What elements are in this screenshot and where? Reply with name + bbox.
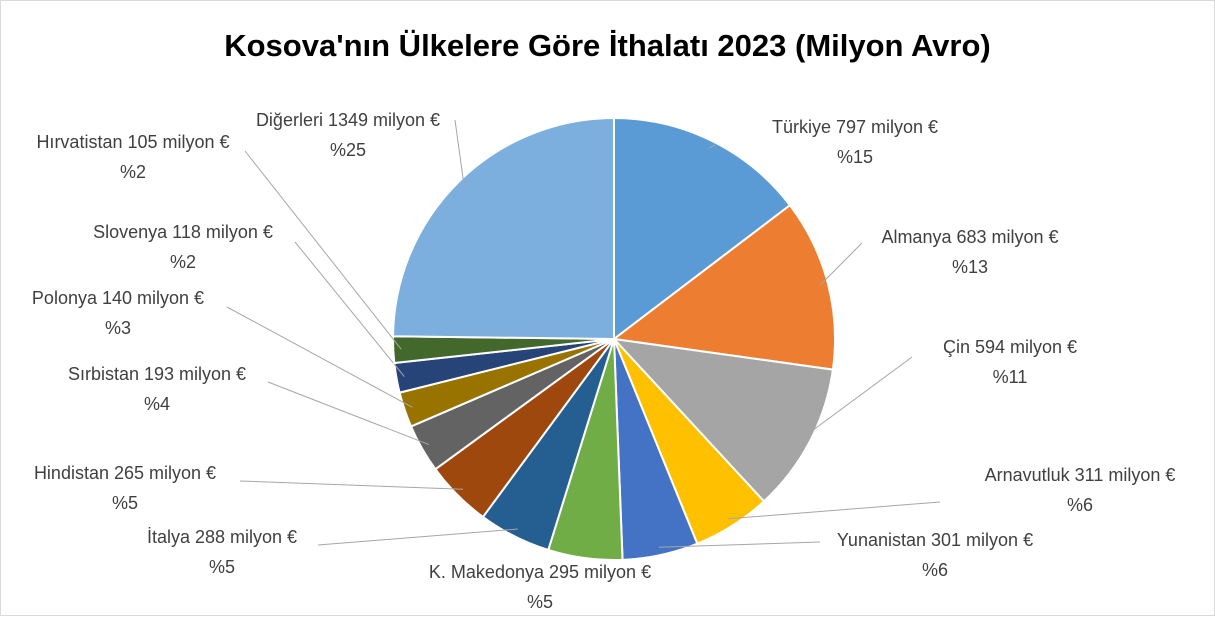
percent-label: %5 — [526, 592, 553, 612]
data-label: Türkiye 797 milyon € %15 — [725, 112, 985, 172]
leader-line — [226, 306, 413, 408]
leader-line — [454, 119, 465, 188]
category-label: İtalya — [146, 527, 190, 547]
data-label: İtalya 288 milyon € %5 — [122, 522, 322, 582]
percent-label: %25 — [329, 140, 367, 160]
data-label: Yunanistan 301 milyon € %6 — [818, 525, 1053, 585]
leader-line — [819, 242, 863, 286]
pie-slice — [611, 337, 835, 503]
data-label: Sırbistan 193 milyon € %4 — [42, 359, 272, 419]
data-label: Polonya 140 milyon € %3 — [3, 283, 233, 343]
percent-label: %6 — [921, 560, 948, 580]
value-label: 193 milyon € — [144, 364, 247, 384]
value-label: 311 milyon € — [1074, 465, 1176, 485]
percent-label: %11 — [992, 367, 1028, 387]
percent-label: %5 — [208, 557, 235, 577]
category-label: Yunanistan — [836, 530, 926, 550]
category-label: Polonya — [31, 288, 97, 308]
value-label: 594 milyon € — [974, 337, 1078, 357]
data-label: Hindistan 265 milyon € %5 — [5, 458, 245, 518]
value-label: 797 milyon € — [835, 117, 939, 137]
pie-slice — [392, 116, 615, 341]
value-label: 295 milyon € — [549, 562, 652, 582]
pie-slice — [613, 116, 792, 342]
data-label: Hırvatistan 105 milyon € %2 — [13, 127, 253, 187]
chart-title: Kosova'nın Ülkelere Göre İthalatı 2023 (… — [224, 28, 991, 63]
leader-line — [239, 480, 464, 490]
category-label: K. Makedonya — [428, 562, 544, 582]
percent-label: %13 — [951, 257, 989, 277]
percent-label: %2 — [169, 252, 196, 272]
value-label: 140 milyon € — [102, 288, 205, 308]
data-label: Almanya 683 milyon € %13 — [840, 222, 1100, 282]
leader-line — [294, 241, 405, 377]
category-label: Hırvatistan — [36, 132, 123, 152]
value-label: 683 milyon € — [956, 227, 1059, 247]
category-label: Türkiye — [771, 117, 831, 137]
leader-line — [267, 381, 430, 446]
category-label: Diğerleri — [255, 110, 323, 130]
data-label: K. Makedonya 295 milyon € %5 — [395, 557, 685, 617]
value-label: 265 milyon € — [114, 463, 217, 483]
leader-line — [658, 541, 821, 548]
value-label: 301 milyon € — [931, 530, 1034, 550]
category-label: Arnavutluk — [984, 465, 1070, 485]
value-label: 288 milyon € — [194, 527, 298, 547]
value-label: 1349 milyon € — [327, 110, 441, 130]
category-label: Çin — [942, 337, 970, 357]
category-label: Slovenya — [93, 222, 168, 242]
leader-line — [317, 528, 518, 546]
percent-label: %3 — [104, 318, 131, 338]
leader-line — [708, 144, 716, 149]
data-label: Slovenya 118 milyon € %2 — [63, 217, 303, 277]
data-label: Arnavutluk 311 milyon € %6 — [950, 460, 1210, 520]
data-label: Çin 594 milyon € %11 — [895, 332, 1125, 392]
data-label: Diğerleri 1349 milyon € %25 — [233, 105, 463, 165]
leader-line — [802, 356, 913, 439]
percent-label: %15 — [836, 147, 874, 167]
pie-slice — [611, 203, 836, 371]
category-label: Sırbistan — [67, 364, 139, 384]
percent-label: %6 — [1066, 495, 1093, 515]
leader-line — [728, 501, 941, 520]
percent-label: %2 — [119, 162, 146, 182]
percent-label: %5 — [111, 493, 138, 513]
value-label: 105 milyon € — [127, 132, 230, 152]
leader-line — [244, 150, 402, 350]
value-label: 118 milyon € — [172, 222, 273, 242]
percent-label: %4 — [143, 394, 170, 414]
category-label: Hindistan — [33, 463, 109, 483]
category-label: Almanya — [881, 227, 952, 247]
